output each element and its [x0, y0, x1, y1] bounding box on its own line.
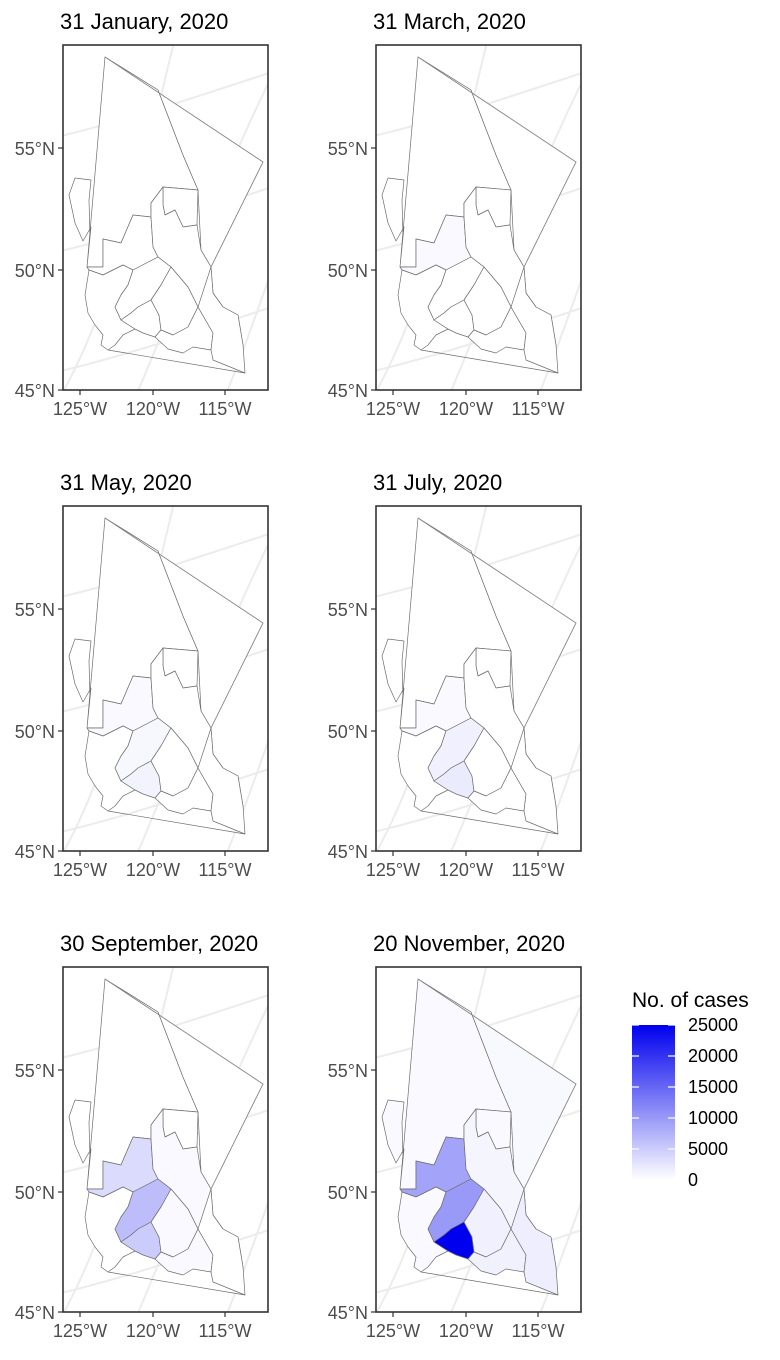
region-island — [397, 1186, 449, 1273]
longitude-tick-label: 115°W — [199, 1321, 252, 1341]
legend-tick-label: 25000 — [688, 1015, 738, 1035]
longitude-tick-label: 115°W — [512, 860, 565, 880]
longitude-tick-label: 115°W — [199, 399, 252, 419]
latitude-tick-label: 55°N — [15, 139, 55, 159]
longitude-tick-label: 115°W — [199, 860, 252, 880]
longitude-tick-label: 120°W — [439, 1321, 493, 1341]
longitude-tick-label: 120°W — [126, 860, 180, 880]
panel-title: 31 July, 2020 — [373, 470, 502, 495]
latitude-tick-label: 45°N — [328, 1303, 368, 1323]
latitude-tick-label: 45°N — [328, 842, 368, 862]
legend-tick-label: 10000 — [688, 1108, 738, 1128]
longitude-tick-label: 125°W — [366, 1321, 420, 1341]
latitude-tick-label: 55°N — [15, 600, 55, 620]
region-island — [397, 264, 449, 351]
legend-tick-label: 20000 — [688, 1046, 738, 1066]
latitude-tick-label: 45°N — [15, 1303, 55, 1323]
longitude-tick-label: 125°W — [53, 860, 107, 880]
longitude-tick-label: 115°W — [512, 1321, 565, 1341]
legend-tick-label: 5000 — [688, 1139, 728, 1159]
longitude-tick-label: 120°W — [126, 1321, 180, 1341]
latitude-tick-label: 45°N — [15, 842, 55, 862]
panel-title: 20 November, 2020 — [373, 931, 565, 956]
latitude-tick-label: 50°N — [328, 1183, 368, 1203]
latitude-tick-label: 45°N — [15, 381, 55, 401]
panel-title: 31 January, 2020 — [60, 9, 228, 34]
latitude-tick-label: 50°N — [328, 261, 368, 281]
longitude-tick-label: 125°W — [53, 399, 107, 419]
color-legend: No. of cases 25000 20000 15000 10000 5000 0 — [632, 989, 749, 1190]
legend-tick-label: 15000 — [688, 1077, 738, 1097]
region-island — [84, 725, 136, 812]
longitude-tick-label: 120°W — [439, 399, 493, 419]
panel-title: 30 September, 2020 — [60, 931, 258, 956]
latitude-tick-label: 50°N — [328, 722, 368, 742]
latitude-tick-label: 50°N — [15, 1183, 55, 1203]
longitude-tick-label: 125°W — [366, 860, 420, 880]
longitude-tick-label: 115°W — [512, 399, 565, 419]
panel-title: 31 May, 2020 — [60, 470, 192, 495]
latitude-tick-label: 55°N — [328, 1061, 368, 1081]
latitude-tick-label: 55°N — [328, 600, 368, 620]
latitude-tick-label: 55°N — [15, 1061, 55, 1081]
longitude-tick-label: 125°W — [53, 1321, 107, 1341]
region-island — [84, 264, 136, 351]
longitude-tick-label: 120°W — [126, 399, 180, 419]
legend-title: No. of cases — [632, 989, 749, 1012]
legend-tick-label: 0 — [688, 1170, 698, 1190]
panel-title: 31 March, 2020 — [373, 9, 526, 34]
region-island — [84, 1186, 136, 1273]
latitude-tick-label: 50°N — [15, 261, 55, 281]
latitude-tick-label: 50°N — [15, 722, 55, 742]
legend-color-bar — [632, 1025, 675, 1180]
latitude-tick-label: 45°N — [328, 381, 368, 401]
longitude-tick-label: 125°W — [366, 399, 420, 419]
longitude-tick-label: 120°W — [439, 860, 493, 880]
latitude-tick-label: 55°N — [328, 139, 368, 159]
region-island — [397, 725, 449, 812]
